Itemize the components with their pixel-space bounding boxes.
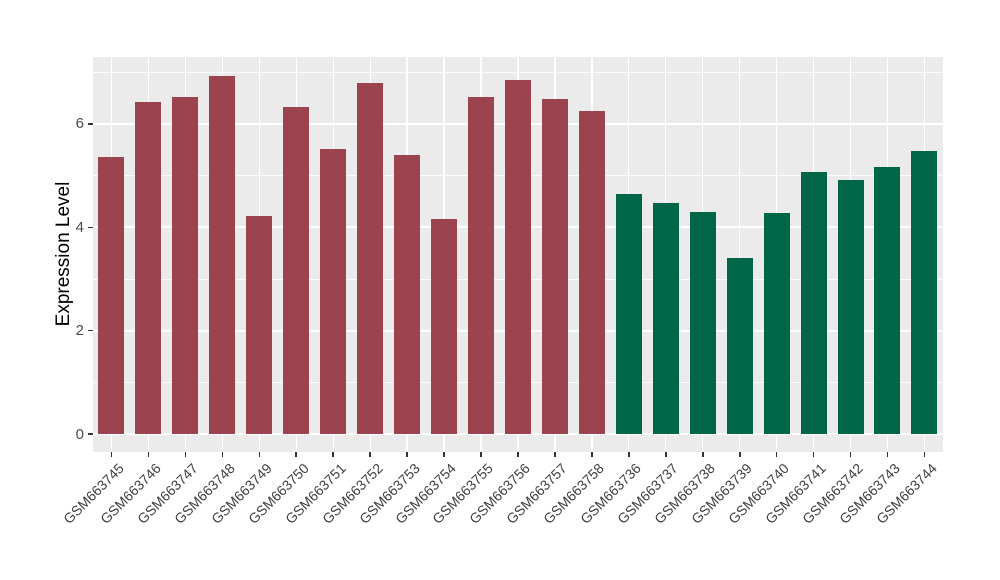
x-tick-mark	[738, 452, 741, 457]
bar-GSM663736	[615, 194, 642, 434]
bar-slot	[758, 57, 795, 452]
bar-slot	[167, 57, 204, 452]
bar-GSM663752	[357, 83, 384, 434]
bar-slot	[684, 57, 721, 452]
bar-GSM663739	[726, 258, 753, 434]
bar-GSM663758	[578, 110, 605, 434]
bar-slot	[130, 57, 167, 452]
y-axis-title: Expression Level	[53, 181, 74, 327]
y-tick-mark	[88, 226, 93, 229]
bar-slot	[721, 57, 758, 452]
x-tick-mark	[849, 452, 852, 457]
x-tick-mark	[332, 452, 334, 457]
y-tick-label: 4	[75, 218, 84, 236]
bar-GSM663751	[320, 149, 347, 434]
bar-GSM663746	[135, 101, 162, 434]
bar-GSM663750	[283, 106, 310, 434]
bar-slots	[93, 57, 943, 452]
x-tick-mark	[923, 452, 926, 457]
y-tick-label: 0	[75, 425, 84, 443]
bar-GSM663744	[911, 150, 938, 434]
bar-slot	[647, 57, 684, 452]
bar-slot	[463, 57, 500, 452]
x-tick-mark	[184, 452, 187, 457]
bar-slot	[93, 57, 130, 452]
y-tick-mark	[88, 329, 93, 332]
bar-slot	[426, 57, 463, 452]
gridline-vertical	[739, 57, 741, 452]
x-tick-mark	[369, 452, 371, 457]
x-tick-mark	[221, 452, 224, 457]
bar-GSM663742	[837, 180, 864, 434]
x-tick-mark	[147, 452, 150, 457]
bar-GSM663756	[504, 80, 531, 434]
bar-slot	[795, 57, 832, 452]
bar-slot	[389, 57, 426, 452]
bar-slot	[536, 57, 573, 452]
x-tick-mark	[886, 452, 889, 457]
x-tick-mark	[665, 452, 667, 457]
bar-slot	[832, 57, 869, 452]
bar-slot	[610, 57, 647, 452]
bar-slot	[499, 57, 536, 452]
bar-GSM663743	[874, 166, 901, 434]
y-tick-label: 6	[75, 115, 84, 133]
x-tick-mark	[295, 452, 298, 457]
x-tick-mark	[591, 452, 593, 457]
bar-GSM663754	[431, 219, 458, 434]
bar-GSM663747	[172, 96, 199, 434]
bar-GSM663748	[209, 76, 236, 434]
x-tick-mark	[258, 452, 261, 457]
chart-panel	[93, 57, 943, 452]
bar-slot	[204, 57, 241, 452]
bar-GSM663737	[652, 202, 679, 434]
bar-GSM663753	[394, 154, 421, 434]
bar-GSM663738	[689, 211, 716, 434]
x-tick-mark	[701, 452, 704, 457]
bar-GSM663757	[541, 99, 568, 434]
y-tick-mark	[88, 123, 93, 125]
bar-GSM663749	[246, 216, 273, 434]
bar-slot	[241, 57, 278, 452]
x-tick-mark	[628, 452, 630, 457]
bar-GSM663741	[800, 172, 827, 434]
bar-GSM663740	[763, 213, 790, 434]
bar-slot	[352, 57, 389, 452]
x-tick-mark	[554, 452, 556, 457]
x-tick-mark	[517, 452, 519, 457]
x-tick-mark	[406, 452, 408, 457]
x-tick-mark	[775, 452, 778, 457]
bar-slot	[573, 57, 610, 452]
y-tick-mark	[88, 433, 93, 435]
bar-GSM663755	[468, 97, 494, 434]
x-tick-mark	[480, 452, 482, 457]
bar-slot	[315, 57, 352, 452]
x-tick-mark	[443, 452, 445, 457]
bar-GSM663745	[98, 157, 125, 434]
y-tick-label: 2	[75, 322, 84, 340]
bar-slot	[278, 57, 315, 452]
bar-slot	[869, 57, 906, 452]
x-tick-mark	[812, 452, 815, 457]
bar-slot	[906, 57, 943, 452]
x-tick-mark	[110, 452, 113, 457]
